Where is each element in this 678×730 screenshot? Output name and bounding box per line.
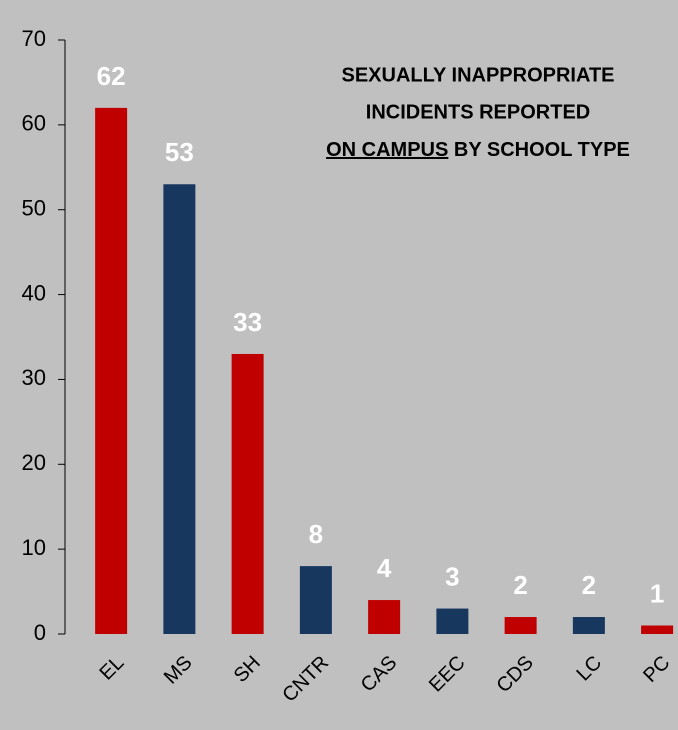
chart-title: ON CAMPUS [326, 139, 448, 161]
y-tick-label: 60 [22, 111, 46, 136]
value-label: 62 [97, 61, 126, 91]
bar [572, 617, 605, 634]
y-tick-label: 10 [22, 535, 46, 560]
bar [163, 184, 196, 634]
y-tick-label: 20 [22, 450, 46, 475]
bar [95, 107, 128, 634]
chart-title: INCIDENTS REPORTED [366, 101, 590, 123]
value-label: 8 [309, 519, 323, 549]
value-label: 2 [513, 570, 527, 600]
chart-title: BY SCHOOL TYPE [454, 139, 630, 161]
bar [436, 608, 469, 634]
y-tick-label: 30 [22, 365, 46, 390]
chart-title: ON CAMPUS BY SCHOOL TYPE [326, 139, 630, 161]
y-tick-label: 70 [22, 26, 46, 51]
value-label: 3 [445, 561, 459, 591]
value-label: 1 [650, 578, 664, 608]
y-tick-label: 40 [22, 280, 46, 305]
value-label: 53 [165, 137, 194, 167]
bar [504, 617, 537, 634]
bar [641, 625, 674, 634]
bar [299, 566, 332, 634]
chart-title: SEXUALLY INAPPROPRIATE [341, 64, 614, 86]
bar [368, 600, 401, 634]
value-label: 4 [377, 553, 392, 583]
value-label: 2 [582, 570, 596, 600]
bar [231, 353, 264, 634]
y-tick-label: 0 [34, 620, 46, 645]
y-tick-label: 50 [22, 196, 46, 221]
value-label: 33 [233, 307, 262, 337]
